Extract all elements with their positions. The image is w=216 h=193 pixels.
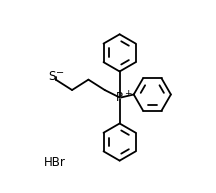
Text: P: P bbox=[116, 91, 123, 104]
Text: S: S bbox=[48, 70, 56, 83]
Text: HBr: HBr bbox=[44, 156, 66, 169]
Text: +: + bbox=[124, 89, 132, 98]
Text: −: − bbox=[56, 68, 65, 78]
